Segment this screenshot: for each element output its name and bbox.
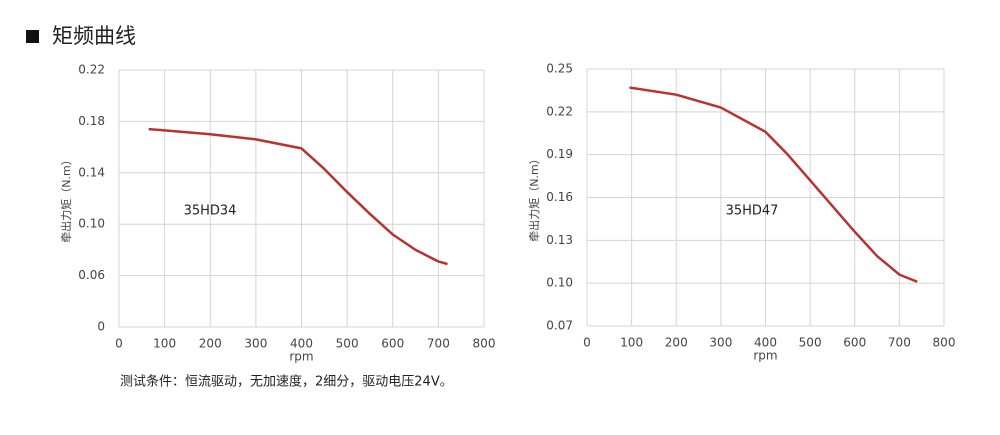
y-tick-label: 0.22 [78,63,105,77]
x-tick-label: 700 [888,336,911,350]
y-tick-label: 0.14 [78,165,105,179]
test-note: 测试条件：恒流驱动，无加速度，2细分，驱动电压24V。 [120,374,453,390]
y-axis-label: 牵出力矩（N.m） [527,153,541,241]
y-tick-label: 0 [97,320,105,334]
x-tick-label: 300 [709,336,732,350]
x-tick-label: 800 [473,337,496,351]
y-tick-label: 0.10 [546,276,573,290]
x-tick-label: 100 [153,337,176,351]
y-tick-label: 0.16 [546,190,573,204]
line [629,86,918,283]
annotation: 35HD34 [184,204,237,219]
x-tick-label: 300 [244,337,267,351]
x-tick-label: 200 [665,336,688,350]
title-icon [26,30,39,43]
y-tick-label: 0.25 [546,62,573,76]
y-tick-label: 0.07 [546,319,573,333]
x-tick-label: 0 [583,336,591,350]
x-tick-label: 400 [290,337,313,351]
y-tick-label: 0.19 [546,147,573,161]
x-tick-label: 500 [336,337,359,351]
x-tick-label: 400 [754,336,777,350]
y-tick-label: 0.18 [78,114,105,128]
x-tick-label: 100 [620,336,643,350]
x-tick-label: 800 [933,336,956,350]
y-tick-label: 0.06 [78,268,105,282]
y-tick-label: 0.13 [546,233,573,247]
x-tick-label: 500 [799,336,822,350]
page-title: 矩频曲线 [52,24,136,48]
x-tick-label: 700 [427,337,450,351]
y-tick-label: 0.10 [78,217,105,231]
annotation: 35HD47 [726,204,779,219]
x-tick-label: 600 [843,336,866,350]
x-axis-label: rpm [289,350,313,364]
y-axis-label: 牵出力矩（N.m） [59,154,73,242]
x-tick-label: 200 [199,337,222,351]
line [148,127,448,266]
x-tick-label: 0 [115,337,123,351]
y-tick-label: 0.22 [546,104,573,118]
x-tick-label: 600 [381,337,404,351]
x-axis-label: rpm [753,349,777,363]
